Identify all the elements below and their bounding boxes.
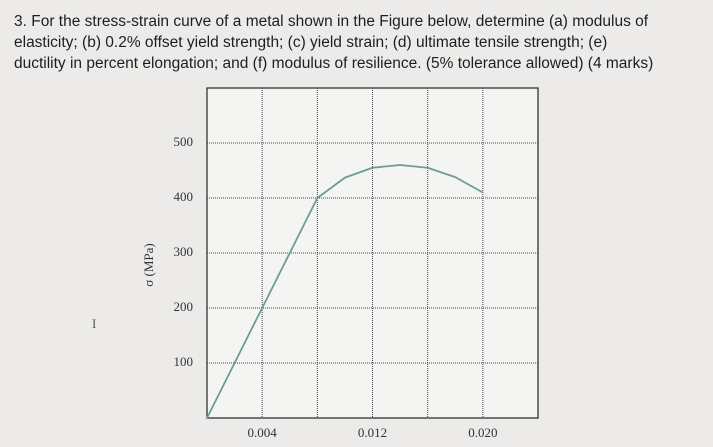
y-tick-label: 500: [174, 134, 194, 149]
y-tick-label: 300: [174, 244, 194, 259]
question-line: ductility in percent elongation; and (f)…: [14, 55, 653, 72]
data-line: [206, 164, 484, 419]
cursor-mark: I: [92, 316, 96, 331]
y-axis-label: σ (MPa): [141, 243, 156, 286]
y-tick-label: 200: [174, 299, 194, 314]
x-tick-label: 0.004: [248, 425, 278, 440]
x-tick-label: 0.020: [468, 425, 497, 440]
y-tick-label: 400: [174, 189, 194, 204]
question-line: 3. For the stress-strain curve of a meta…: [14, 13, 649, 30]
question-line: elasticity; (b) 0.2% offset yield streng…: [14, 34, 607, 51]
y-tick-label: 100: [174, 354, 194, 369]
x-tick-label: 0.012: [358, 425, 387, 440]
